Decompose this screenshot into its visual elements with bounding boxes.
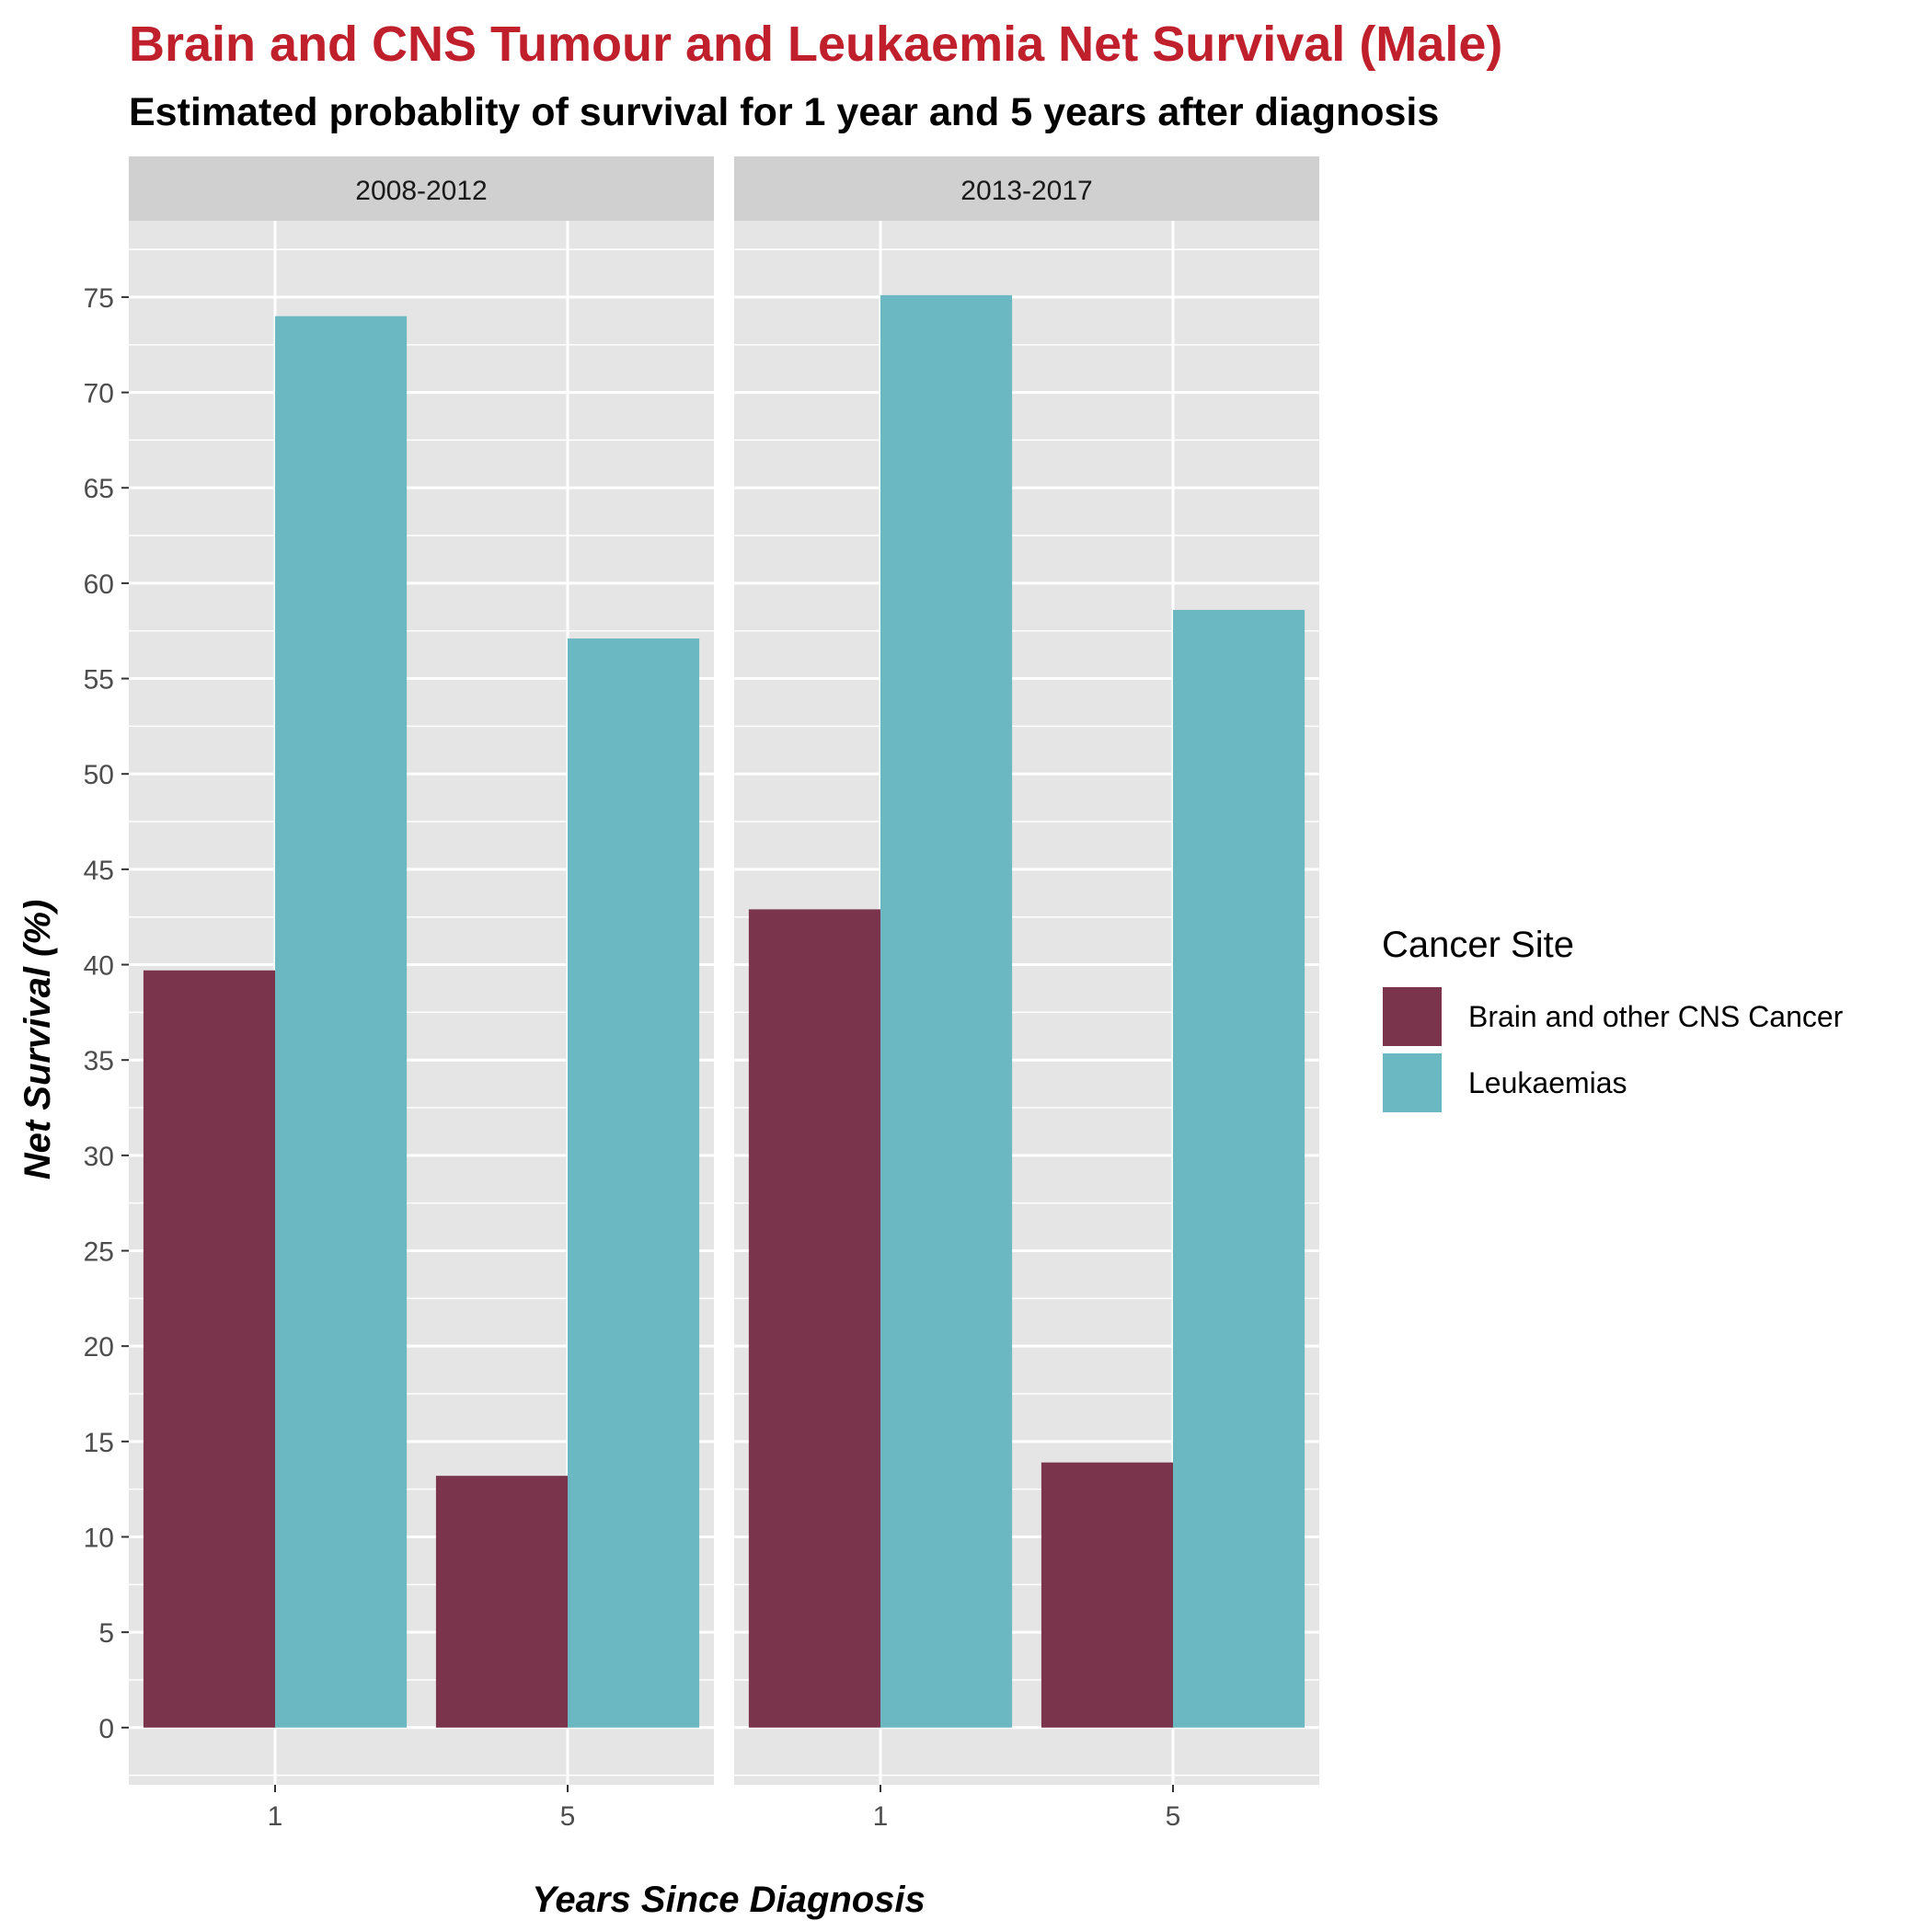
y-tick-label: 70 xyxy=(84,379,114,409)
chart-title: Brain and CNS Tumour and Leukaemia Net S… xyxy=(129,17,1502,72)
legend-label: Brain and other CNS Cancer xyxy=(1468,1000,1844,1033)
y-axis: 0 5 10 15 20 25 30 35 40 45 50 55 60 65 70 75 xyxy=(84,283,129,1744)
chart-subtitle: Estimated probablity of survival for 1 y… xyxy=(129,90,1439,134)
x-tick-label: 1 xyxy=(873,1801,889,1832)
bar xyxy=(143,970,275,1728)
y-tick-label: 10 xyxy=(84,1523,114,1553)
y-tick-label: 45 xyxy=(84,856,114,886)
legend-key xyxy=(1381,985,1443,1048)
y-tick-label: 25 xyxy=(84,1237,114,1268)
legend-item: Brain and other CNS Cancer xyxy=(1381,985,1844,1048)
x-axis-title: Years Since Diagnosis xyxy=(532,1880,926,1920)
y-tick-label: 55 xyxy=(84,665,114,696)
legend-key xyxy=(1381,1052,1443,1114)
bar xyxy=(568,638,700,1728)
y-tick-label: 35 xyxy=(84,1046,114,1076)
facet-panel: 2008-2012 1 5 xyxy=(129,156,714,1832)
legend-title: Cancer Site xyxy=(1382,925,1574,965)
y-tick-label: 5 xyxy=(98,1618,114,1649)
x-tick-label: 5 xyxy=(1166,1801,1181,1832)
bar xyxy=(275,316,408,1728)
bar xyxy=(435,1476,568,1728)
facet-strip xyxy=(129,156,714,221)
y-tick-label: 40 xyxy=(84,951,114,982)
bar xyxy=(1041,1462,1173,1728)
y-tick-label: 50 xyxy=(84,760,114,790)
bar xyxy=(1173,609,1305,1728)
bar xyxy=(748,909,880,1728)
legend-label: Leukaemias xyxy=(1468,1066,1627,1099)
facet-strip-label: 2008-2012 xyxy=(355,176,487,206)
y-tick-label: 20 xyxy=(84,1332,114,1363)
bar xyxy=(880,294,1013,1728)
y-tick-label: 15 xyxy=(84,1428,114,1458)
y-tick-label: 0 xyxy=(98,1714,114,1744)
x-tick-label: 1 xyxy=(268,1801,283,1832)
y-tick-label: 30 xyxy=(84,1142,114,1172)
y-tick-label: 75 xyxy=(84,283,114,314)
legend: Cancer Site Brain and other CNS Cancer Le… xyxy=(1381,925,1844,1114)
facet-panel: 2013-2017 1 5 xyxy=(734,156,1319,1832)
facet-strip-label: 2013-2017 xyxy=(960,176,1092,206)
x-tick-label: 5 xyxy=(560,1801,576,1832)
facet-panels: 2008-2012 1 5 2013-2017 1 5 xyxy=(129,156,1319,1832)
facet-strip xyxy=(734,156,1319,221)
y-tick-label: 60 xyxy=(84,569,114,600)
legend-item: Leukaemias xyxy=(1381,1052,1627,1114)
y-axis-title: Net Survival (%) xyxy=(17,900,58,1180)
y-tick-label: 65 xyxy=(84,474,114,504)
